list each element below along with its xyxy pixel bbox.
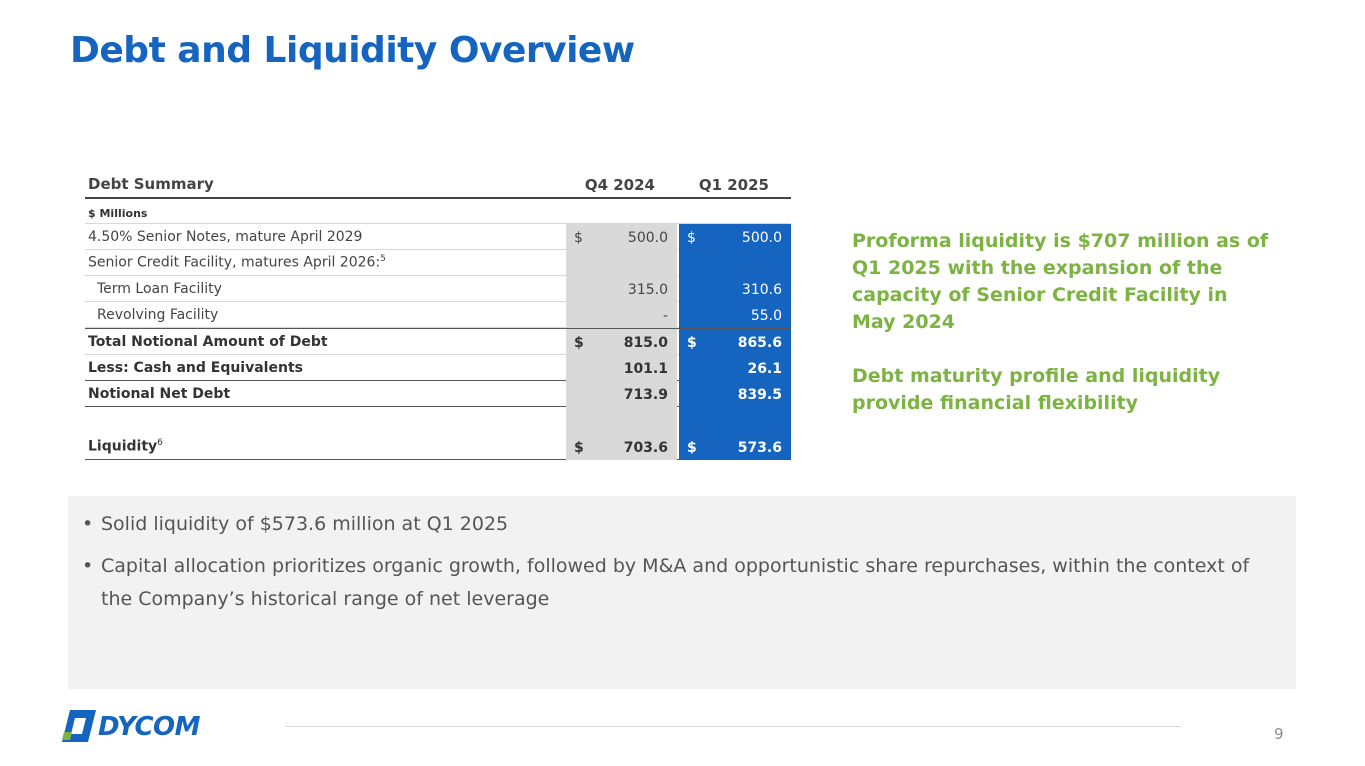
row-label: Less: Cash and Equivalents [88,360,303,376]
page-number: 9 [1274,725,1284,743]
value-q4: 101.1 [623,361,668,377]
table-row-liquidity: Liquidity6 $703.6 $573.6 [85,407,791,460]
dycom-mark-icon [62,710,96,742]
logo-wordmark: DYCOM [98,712,201,742]
list-item: • Capital allocation prioritizes organic … [82,550,1252,616]
table-row-total-debt: Total Notional Amount of Debt $815.0 $86… [85,328,791,355]
value-q4: 713.9 [623,387,668,403]
currency-sign: $ [687,440,697,456]
value-q4: 815.0 [623,335,668,351]
value-q4: - [662,308,668,324]
table-row: Senior Credit Facility, matures April 20… [85,250,791,276]
table-row-cash: Less: Cash and Equivalents 101.1 26.1 [85,355,791,381]
key-points-panel: • Solid liquidity of $573.6 million at Q1… [68,496,1296,689]
row-label: Senior Credit Facility, matures April 20… [88,254,386,271]
currency-sign: $ [574,335,584,351]
value-q1: 865.6 [737,335,782,351]
callout-flexibility: Debt maturity profile and liquidity prov… [852,365,1221,414]
callout-proforma-liquidity: Proforma liquidity is $707 million as of… [852,230,1269,333]
table-row: Revolving Facility - 55.0 [85,302,791,328]
table-header-row: Debt Summary Q4 2024 Q1 2025 [85,172,791,199]
currency-sign: $ [687,230,696,246]
page-title: Debt and Liquidity Overview [70,30,635,71]
bullet-list: • Solid liquidity of $573.6 million at Q1… [82,508,1252,625]
value-q1: 55.0 [750,308,782,324]
value-q1: 839.5 [737,387,782,403]
table-row: 4.50% Senior Notes, mature April 2029 $5… [85,224,791,250]
row-label: Liquidity6 [88,438,163,455]
row-label: Term Loan Facility [97,281,222,297]
value-q1: 500.0 [741,230,782,246]
value-q4: 500.0 [627,230,668,246]
col-header-q1-2025: Q1 2025 [698,176,769,194]
row-label: Revolving Facility [97,307,219,323]
row-label: Notional Net Debt [88,386,231,402]
units-row: $ Millions [85,199,791,224]
currency-sign: $ [687,335,697,351]
bullet-icon: • [82,555,94,577]
currency-sign: $ [574,440,584,456]
value-q1: 26.1 [747,361,782,377]
list-item: • Solid liquidity of $573.6 million at Q1… [82,508,1252,541]
footnote-ref: 5 [380,254,386,265]
value-q4: 703.6 [623,440,668,456]
row-label: Total Notional Amount of Debt [88,334,328,350]
footnote-ref: 6 [157,438,163,449]
dycom-logo: DYCOM [62,710,201,742]
col-header-q4-2024: Q4 2024 [584,176,655,194]
debt-summary-table: Debt Summary Q4 2024 Q1 2025 $ Millions … [85,172,791,460]
footer-divider [285,726,1181,727]
value-q1: 310.6 [741,282,782,298]
table-row-net-debt: Notional Net Debt 713.9 839.5 [85,381,791,407]
currency-sign: $ [574,230,583,246]
liquidity-callout: Proforma liquidity is $707 million as of… [852,228,1272,444]
units-label: $ Millions [88,207,148,220]
value-q1: 573.6 [737,440,782,456]
bullet-icon: • [82,513,94,535]
row-label: 4.50% Senior Notes, mature April 2029 [88,229,363,245]
table-header-label: Debt Summary [88,175,214,193]
value-q4: 315.0 [627,282,668,298]
table-row: Term Loan Facility 315.0 310.6 [85,276,791,302]
